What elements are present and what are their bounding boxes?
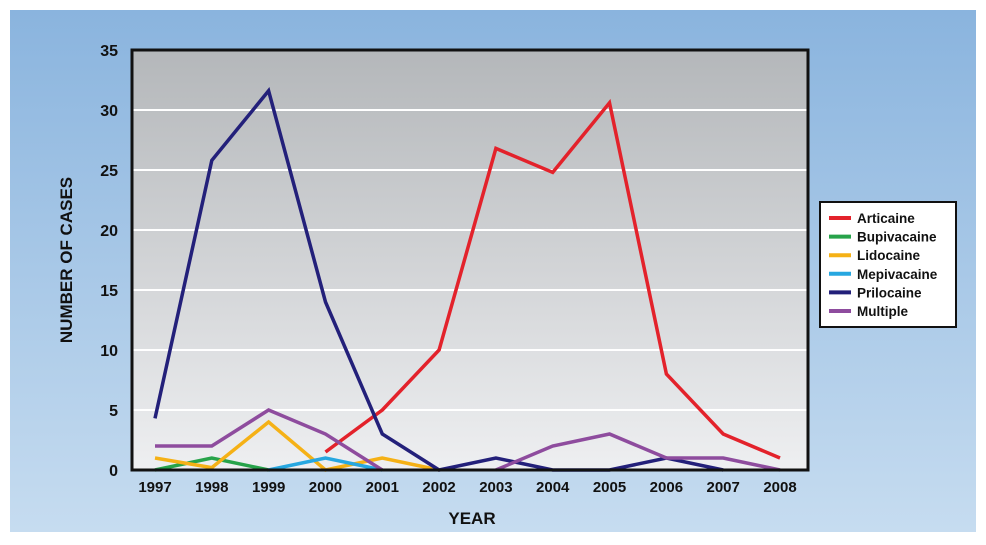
legend-label: Articaine: [857, 211, 915, 226]
x-tick-label: 2002: [422, 479, 455, 496]
legend-label: Lidocaine: [857, 248, 921, 263]
series-line: [154, 419, 440, 472]
x-tick-label: 2001: [366, 479, 399, 496]
y-tick-label: 10: [100, 343, 118, 360]
legend-box: [819, 201, 957, 328]
series-line: [495, 432, 781, 472]
series-line: [154, 456, 269, 472]
y-ticks: 0 5 10 15 20 25 30 35: [100, 43, 118, 480]
legend: Articaine Bupivacaine Lidocaine Mepivacaine…: [819, 201, 957, 328]
legend-label: Prilocaine: [857, 285, 922, 300]
plot-frame: [130, 48, 810, 472]
x-tick-label: 2003: [479, 479, 512, 496]
gridlines: [132, 109, 808, 411]
x-tick-label: 2007: [706, 479, 739, 496]
x-tick-label: 1998: [195, 479, 228, 496]
y-axis-label: NUMBER OF CASES: [57, 177, 76, 343]
legend-label: Multiple: [857, 304, 908, 319]
x-tick-label: 2008: [763, 479, 796, 496]
series-lidocaine: [154, 419, 440, 472]
series-multiple: [155, 408, 781, 472]
x-tick-label: 2004: [536, 479, 570, 496]
x-tick-label: 1997: [138, 479, 171, 496]
series-bupivacaine: [154, 456, 269, 472]
y-tick-label: 25: [100, 163, 118, 180]
series-line: [155, 408, 384, 472]
y-tick-label: 15: [100, 283, 118, 300]
y-tick-label: 20: [100, 223, 118, 240]
legend-label: Mepivacaine: [857, 267, 938, 282]
series-mepivacaine: [268, 456, 383, 472]
plot-area: [132, 50, 808, 470]
x-tick-label: 2000: [309, 479, 342, 496]
x-axis-label: YEAR: [448, 509, 495, 528]
x-tick-label: 2006: [650, 479, 683, 496]
legend-label: Bupivacaine: [857, 230, 937, 245]
y-tick-label: 30: [100, 103, 118, 120]
x-tick-label: 1999: [252, 479, 285, 496]
x-tick-label: 2005: [593, 479, 626, 496]
y-tick-label: 35: [100, 43, 118, 60]
x-ticks: 1997 1998 1999 2000 2001 2002 2003 2004 2005 2006…: [138, 479, 796, 496]
series-line: [324, 98, 781, 460]
y-tick-label: 0: [109, 463, 118, 480]
series-line: [268, 456, 383, 472]
y-tick-label: 5: [109, 403, 118, 420]
series-articaine: [324, 98, 781, 460]
